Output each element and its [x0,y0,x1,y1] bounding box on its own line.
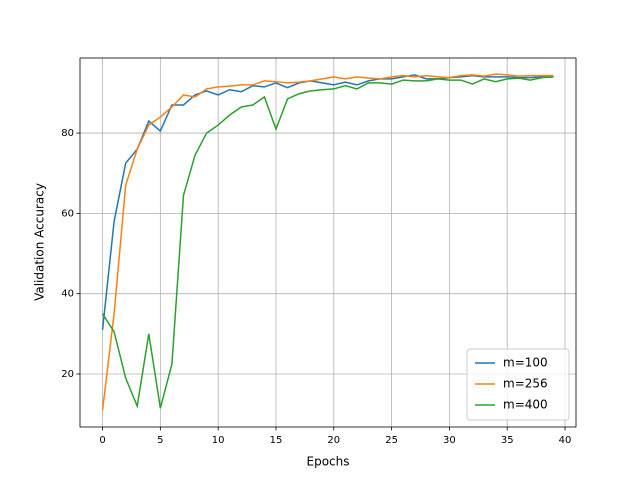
axes-frame [79,57,577,428]
x-tick-label: 20 [327,435,340,446]
x-axis-label: Epochs [307,455,350,469]
line [101,74,554,330]
legend-label: m=100 [503,356,548,370]
line [101,73,554,411]
x-tick-label: 5 [157,435,163,446]
y-tick-label: 80 [61,128,74,139]
x-tick-label: 35 [501,435,514,446]
y-tick-label: 40 [61,289,74,300]
y-axis-label: Validation Accuracy [33,183,47,301]
legend-label: m=256 [503,377,548,391]
legend-box [466,348,570,421]
line [101,76,554,409]
x-tick-label: 30 [443,435,456,446]
y-tick-label: 20 [61,369,74,380]
y-tick-label: 60 [61,208,74,219]
x-tick-label: 0 [99,435,105,446]
x-tick-label: 25 [385,435,398,446]
x-tick-label: 15 [270,435,283,446]
x-tick-label: 40 [559,435,572,446]
legend-label: m=400 [503,398,548,412]
x-tick-label: 10 [212,435,225,446]
